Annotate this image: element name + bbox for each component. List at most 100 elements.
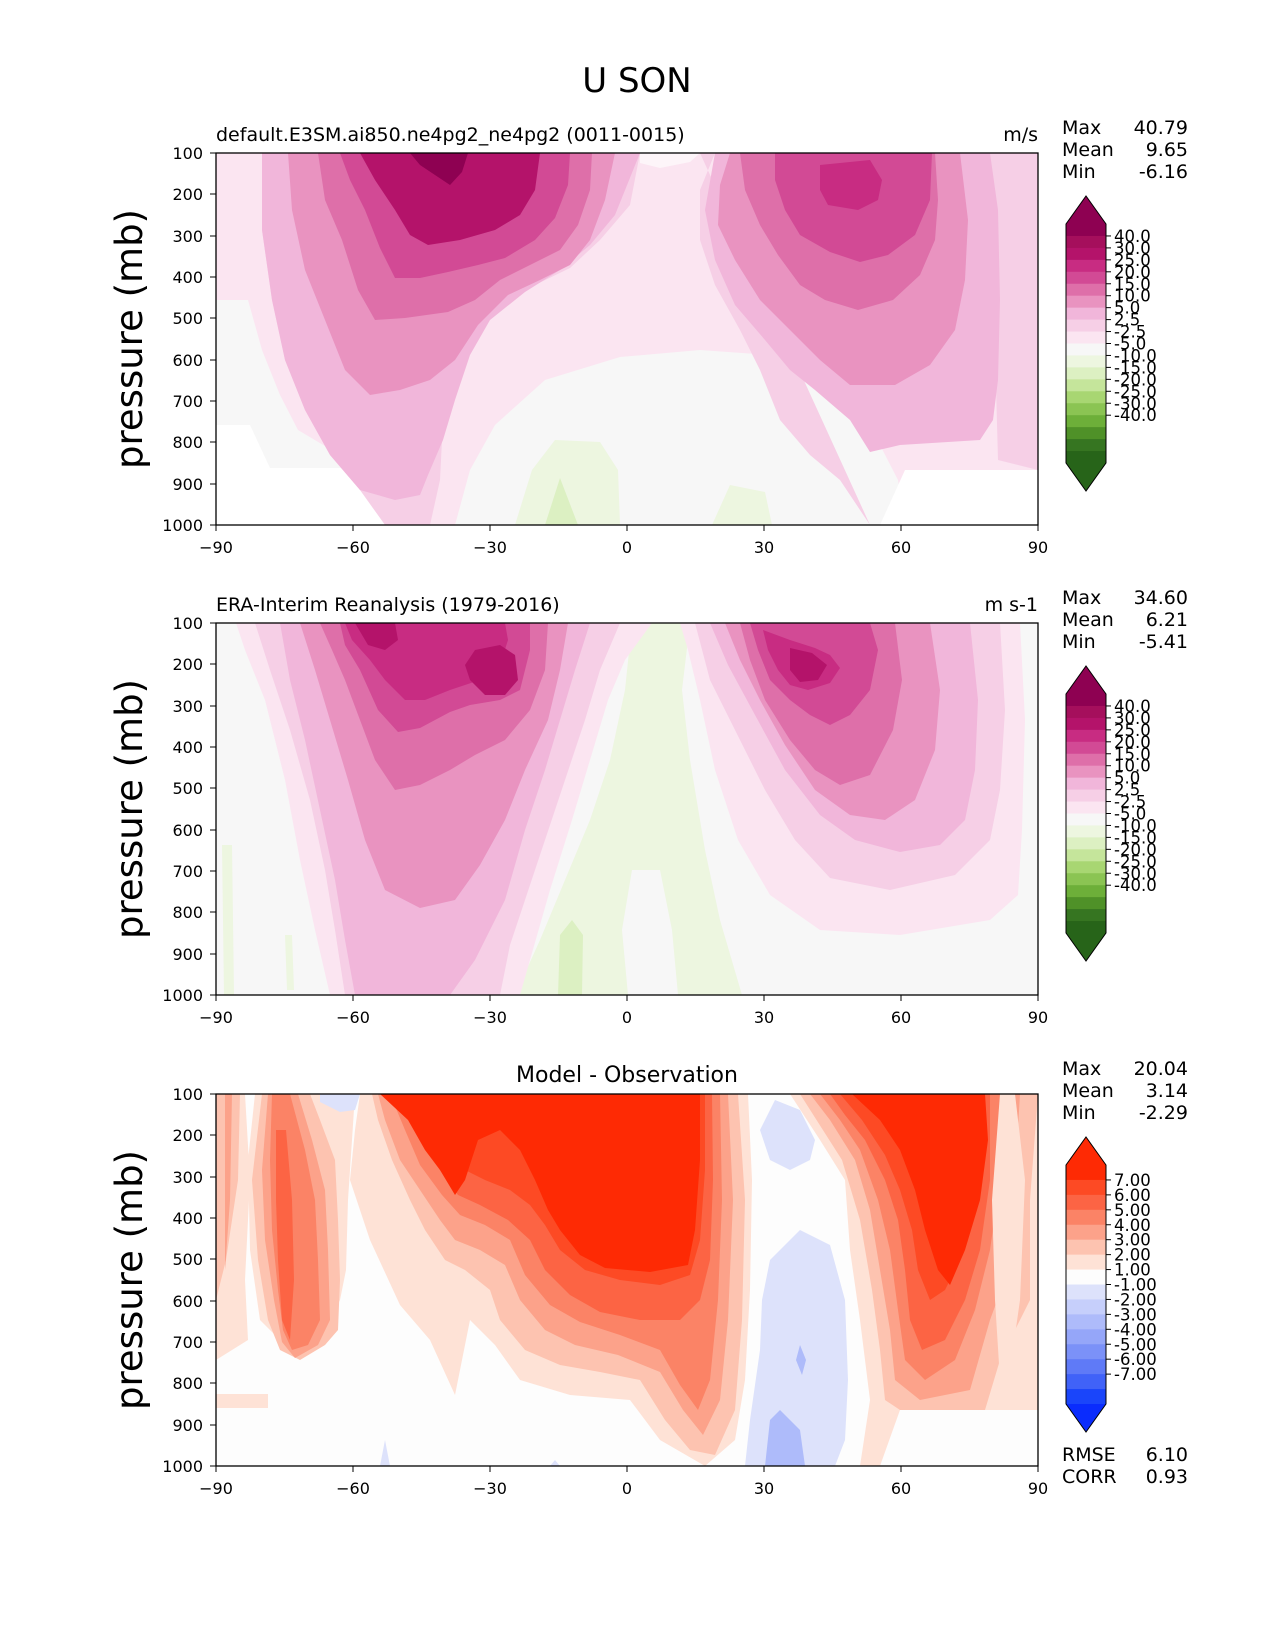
stats-model: Max 40.79 Mean 9.65 Min -6.16 bbox=[1062, 117, 1188, 183]
colorbar-label: 10.0 bbox=[1114, 287, 1151, 306]
stat-value: -5.41 bbox=[1139, 631, 1188, 653]
y-tick-label: 200 bbox=[172, 1126, 203, 1145]
y-tick-label: 300 bbox=[172, 697, 203, 716]
y-tick-label: 600 bbox=[172, 1292, 203, 1311]
x-tick-label: 90 bbox=[1028, 1008, 1048, 1027]
stat-label: Max bbox=[1062, 1058, 1101, 1080]
colorbar-label: 5.00 bbox=[1114, 1201, 1151, 1220]
colorbar-model: 40.030.025.020.015.010.05.02.5-2.5-5.0-1… bbox=[1065, 195, 1157, 492]
colorbar-difference: 7.006.005.004.003.002.001.00-1.00-2.00-3… bbox=[1065, 1136, 1157, 1433]
colorbar-label: -10.0 bbox=[1114, 817, 1157, 836]
colorbar-segment bbox=[1066, 331, 1106, 345]
stat-value: 6.21 bbox=[1146, 609, 1188, 631]
colorbar-segment bbox=[1066, 753, 1106, 767]
colorbar-label: 3.00 bbox=[1114, 1231, 1151, 1250]
colorbar-segment bbox=[1066, 1314, 1106, 1330]
y-tick-label: 600 bbox=[172, 821, 203, 840]
colorbar-label: -2.5 bbox=[1114, 323, 1146, 342]
y-axis-observation: 100 200 300 400 500 600 700 800 900 1000 bbox=[162, 614, 216, 1005]
colorbar-segment bbox=[1066, 801, 1106, 815]
x-ticks bbox=[215, 525, 1039, 531]
colorbar-label: -1.00 bbox=[1114, 1276, 1157, 1295]
panel-units: m/s bbox=[1003, 124, 1038, 146]
x-tick-label: 60 bbox=[891, 538, 911, 557]
colorbar-segment bbox=[1066, 1299, 1106, 1315]
colorbar-label: -40.0 bbox=[1114, 876, 1157, 895]
y-tick-label: 1000 bbox=[162, 516, 203, 535]
colorbar-segment bbox=[1066, 777, 1106, 791]
colorbar-label: 15.0 bbox=[1114, 745, 1151, 764]
x-ticks bbox=[215, 1466, 1039, 1472]
colorbar-segment bbox=[1066, 403, 1106, 416]
colorbar-extend-min bbox=[1066, 463, 1106, 491]
x-tick-label: 30 bbox=[754, 1008, 774, 1027]
colorbar-label: 40.0 bbox=[1114, 227, 1151, 246]
colorbar-segment bbox=[1066, 1269, 1106, 1286]
colorbar-segment bbox=[1066, 873, 1106, 886]
colorbar-segment bbox=[1066, 1194, 1106, 1211]
colorbar-label: 15.0 bbox=[1114, 275, 1151, 294]
y-tick-label: 200 bbox=[172, 655, 203, 674]
colorbar-label: -5.00 bbox=[1114, 1335, 1157, 1354]
x-tick-label: 0 bbox=[622, 538, 632, 557]
y-tick-label: 900 bbox=[172, 475, 203, 494]
colorbar-segment bbox=[1066, 909, 1106, 922]
y-tick-label: 400 bbox=[172, 1209, 203, 1228]
x-axis-observation: −90 −60 −30 0 30 60 90 bbox=[199, 995, 1048, 1027]
colorbar-segment bbox=[1066, 224, 1106, 237]
colorbar-segment bbox=[1066, 897, 1106, 910]
colorbar-segment bbox=[1066, 825, 1106, 838]
colorbar-segment bbox=[1066, 343, 1106, 357]
colorbar-label: 5.0 bbox=[1114, 769, 1140, 788]
colorbar-label: -25.0 bbox=[1114, 382, 1157, 401]
colorbar-outline bbox=[1065, 195, 1107, 492]
y-ticks bbox=[210, 622, 216, 996]
colorbar-label: 1.00 bbox=[1114, 1261, 1151, 1280]
colorbar-segment bbox=[1066, 1359, 1106, 1375]
colorbar-label: 10.0 bbox=[1114, 757, 1151, 776]
colorbar-label: 25.0 bbox=[1114, 721, 1151, 740]
figure-title: U SON bbox=[582, 61, 691, 101]
colorbar-segment bbox=[1066, 837, 1106, 850]
colorbar-segment bbox=[1066, 885, 1106, 898]
rmse-label: RMSE bbox=[1062, 1444, 1116, 1466]
colorbar-segment bbox=[1066, 451, 1106, 464]
x-tick-label: 90 bbox=[1028, 538, 1048, 557]
x-axis-difference: −90 −60 −30 0 30 60 90 bbox=[199, 1466, 1048, 1498]
colorbar-extend-min bbox=[1066, 933, 1106, 961]
colorbar-label: -15.0 bbox=[1114, 358, 1157, 377]
colorbar-label: -3.00 bbox=[1114, 1305, 1157, 1324]
x-tick-label: 30 bbox=[754, 538, 774, 557]
y-tick-label: 100 bbox=[172, 144, 203, 163]
x-tick-label: 30 bbox=[754, 1479, 774, 1498]
colorbar-segment bbox=[1066, 271, 1106, 285]
y-tick-label: 900 bbox=[172, 1416, 203, 1435]
colorbar-segment bbox=[1066, 813, 1106, 827]
y-ticks bbox=[210, 1093, 216, 1467]
y-tick-label: 800 bbox=[172, 903, 203, 922]
colorbar-segment bbox=[1066, 427, 1106, 440]
colorbar-label: -2.00 bbox=[1114, 1290, 1157, 1309]
x-tick-label: 90 bbox=[1028, 1479, 1048, 1498]
colorbar-segment bbox=[1066, 705, 1106, 719]
colorbar-label: 2.00 bbox=[1114, 1246, 1151, 1265]
rmse-value: 6.10 bbox=[1146, 1444, 1188, 1466]
colorbar-segment bbox=[1066, 765, 1106, 779]
colorbar-label: -7.00 bbox=[1114, 1365, 1157, 1384]
panel-difference: 100 200 300 400 500 600 700 800 900 1000… bbox=[108, 1058, 1188, 1498]
colorbar-segment bbox=[1066, 861, 1106, 874]
colorbar-segment bbox=[1066, 789, 1106, 803]
x-tick-label: 60 bbox=[891, 1008, 911, 1027]
y-axis-label: pressure (mb) bbox=[108, 209, 151, 469]
x-tick-label: −90 bbox=[199, 1008, 233, 1027]
stat-value: -2.29 bbox=[1139, 1102, 1188, 1124]
colorbar-segment bbox=[1066, 1374, 1106, 1390]
colorbar-segment bbox=[1066, 1224, 1106, 1241]
colorbar-extend-min bbox=[1066, 1404, 1106, 1432]
x-tick-label: −90 bbox=[199, 1479, 233, 1498]
stat-value: 20.04 bbox=[1134, 1058, 1188, 1080]
colorbar-label: -20.0 bbox=[1114, 840, 1157, 859]
colorbar-segment bbox=[1066, 741, 1106, 755]
x-tick-label: −30 bbox=[473, 1008, 507, 1027]
